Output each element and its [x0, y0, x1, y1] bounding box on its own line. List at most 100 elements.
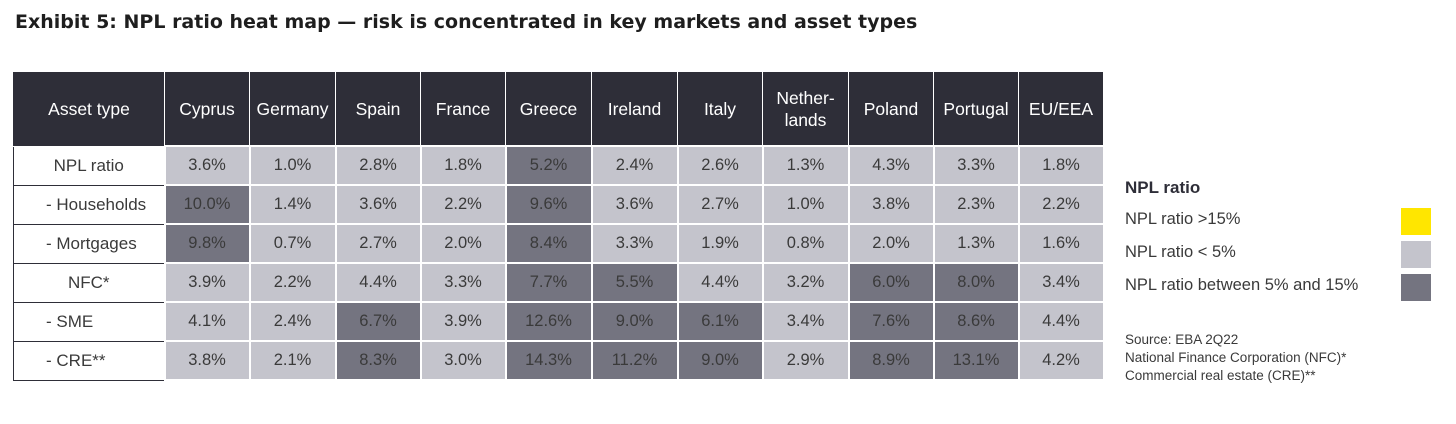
column-header: Spain [335, 71, 421, 147]
heat-cell: 8.9% [847, 340, 935, 381]
heat-cell: 3.0% [419, 340, 507, 381]
heat-cell: 1.9% [676, 223, 764, 264]
heat-cell: 2.2% [248, 262, 337, 303]
heat-cell: 3.3% [419, 262, 507, 303]
heat-cell: 1.8% [1017, 145, 1105, 186]
heat-cell: 2.9% [761, 340, 850, 381]
heat-cell: 2.1% [248, 340, 337, 381]
heat-cell: 3.4% [1017, 262, 1105, 303]
heat-cell: 3.2% [761, 262, 850, 303]
legend-swatch-light-grey [1401, 241, 1431, 268]
heat-cell: 4.3% [847, 145, 935, 186]
heat-cell: 1.4% [248, 184, 337, 225]
heat-cell: 2.7% [334, 223, 422, 264]
heat-cell: 2.2% [1017, 184, 1105, 225]
heat-cell: 13.1% [932, 340, 1020, 381]
heat-cell: 3.3% [590, 223, 679, 264]
heat-cell: 3.6% [334, 184, 422, 225]
heat-cell: 9.6% [504, 184, 593, 225]
legend-swatch-dark-grey [1401, 274, 1431, 301]
heat-cell: 11.2% [590, 340, 679, 381]
heat-cell: 2.6% [676, 145, 764, 186]
legend-title: NPL ratio [1125, 178, 1201, 197]
heat-cell: 1.0% [761, 184, 850, 225]
column-header: Nether-lands [762, 71, 849, 147]
heat-cell: 6.1% [676, 301, 764, 342]
heat-cell: 7.7% [504, 262, 593, 303]
legend-swatch-yellow [1401, 208, 1431, 235]
source-notes: Source: EBA 2Q22 National Finance Corpor… [1125, 331, 1346, 385]
row-label: - Households [13, 184, 165, 225]
legend-label: NPL ratio between 5% and 15% [1125, 276, 1359, 294]
row-label: - Mortgages [13, 223, 165, 264]
heat-cell: 1.6% [1017, 223, 1105, 264]
table-row: - CRE** 3.8% 2.1% 8.3% 3.0% 14.3% 11.2% 9.0% 2.9… [13, 340, 1105, 381]
column-header: EU/EEA [1018, 71, 1104, 147]
heat-cell: 1.3% [932, 223, 1020, 264]
heat-cell: 3.6% [590, 184, 679, 225]
heat-cell: 1.0% [248, 145, 337, 186]
heat-cell: 2.7% [676, 184, 764, 225]
heat-cell: 3.4% [761, 301, 850, 342]
heat-cell: 4.1% [163, 301, 251, 342]
heat-cell: 4.4% [676, 262, 764, 303]
heat-cell: 2.8% [334, 145, 422, 186]
legend-item-above-15: NPL ratio >15% [1125, 208, 1435, 241]
heat-cell: 6.7% [334, 301, 422, 342]
heat-cell: 9.0% [590, 301, 679, 342]
heat-cell: 3.9% [163, 262, 251, 303]
heat-cell: 2.3% [932, 184, 1020, 225]
legend-item-between-5-15: NPL ratio between 5% and 15% [1125, 274, 1435, 307]
table-row: - Mortgages 9.8% 0.7% 2.7% 2.0% 8.4% 3.3% 1.9% 0… [13, 223, 1105, 264]
heat-cell: 3.6% [163, 145, 251, 186]
source-line: Source: EBA 2Q22 [1125, 332, 1239, 347]
npl-heatmap-table: Asset type Cyprus Germany Spain France Greec… [13, 71, 1105, 381]
heat-cell: 9.8% [163, 223, 251, 264]
heat-cell: 4.4% [1017, 301, 1105, 342]
table-row: NPL ratio 3.6% 1.0% 2.8% 1.8% 5.2% 2.4% 2.6% 1.3… [13, 145, 1105, 186]
heat-cell: 10.0% [163, 184, 251, 225]
row-label: - CRE** [13, 340, 165, 381]
heat-cell: 8.3% [334, 340, 422, 381]
column-header: Cyprus [164, 71, 250, 147]
row-label: - SME [13, 301, 165, 342]
heat-cell: 2.0% [847, 223, 935, 264]
heat-cell: 1.3% [761, 145, 850, 186]
heat-cell: 8.6% [932, 301, 1020, 342]
heat-cell: 6.0% [847, 262, 935, 303]
column-header: Ireland [591, 71, 678, 147]
heat-cell: 4.2% [1017, 340, 1105, 381]
table-row: - Households 10.0% 1.4% 3.6% 2.2% 9.6% 3.6% 2.7… [13, 184, 1105, 225]
column-header: Poland [848, 71, 934, 147]
heat-cell: 9.0% [676, 340, 764, 381]
heat-cell: 2.4% [590, 145, 679, 186]
heat-cell: 3.9% [419, 301, 507, 342]
heat-cell: 12.6% [504, 301, 593, 342]
heat-cell: 2.0% [419, 223, 507, 264]
legend-item-below-5: NPL ratio < 5% [1125, 241, 1435, 274]
column-header: Portugal [933, 71, 1019, 147]
row-label: NFC* [13, 262, 165, 303]
heat-cell: 3.8% [847, 184, 935, 225]
table-row: - SME 4.1% 2.4% 6.7% 3.9% 12.6% 9.0% 6.1% 3.4% 7.… [13, 301, 1105, 342]
heat-cell: 5.5% [590, 262, 679, 303]
heat-cell: 2.2% [419, 184, 507, 225]
heat-cell: 5.2% [504, 145, 593, 186]
column-header: Greece [505, 71, 592, 147]
table-row: NFC* 3.9% 2.2% 4.4% 3.3% 7.7% 5.5% 4.4% 3.2% 6.0%… [13, 262, 1105, 303]
heat-cell: 8.4% [504, 223, 593, 264]
column-header: Italy [677, 71, 763, 147]
heatmap-body: NPL ratio 3.6% 1.0% 2.8% 1.8% 5.2% 2.4% 2.6% 1.3… [13, 145, 1105, 381]
heat-cell: 0.7% [248, 223, 337, 264]
column-header: Germany [249, 71, 336, 147]
heat-cell: 8.0% [932, 262, 1020, 303]
chart-title: Exhibit 5: NPL ratio heat map — risk is … [15, 11, 918, 33]
heat-cell: 0.8% [761, 223, 850, 264]
corner-header: Asset type [13, 71, 165, 147]
row-label: NPL ratio [13, 145, 165, 186]
heat-cell: 4.4% [334, 262, 422, 303]
legend-label: NPL ratio < 5% [1125, 243, 1236, 261]
heat-cell: 3.3% [932, 145, 1020, 186]
footnote-nfc: National Finance Corporation (NFC)* [1125, 350, 1347, 365]
heat-cell: 2.4% [248, 301, 337, 342]
